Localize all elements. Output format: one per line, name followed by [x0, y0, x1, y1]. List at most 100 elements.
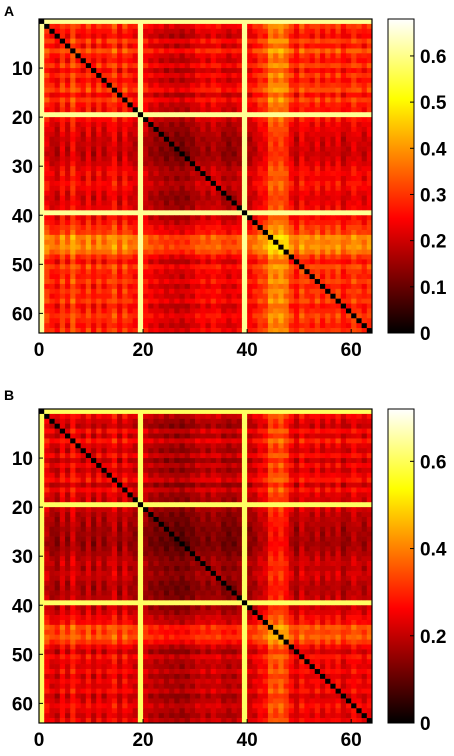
- heatmap-cell: [179, 23, 186, 30]
- heatmap-cell: [356, 423, 362, 429]
- heatmap-cell: [345, 462, 352, 469]
- heatmap-cell: [252, 185, 258, 192]
- heatmap-cell: [39, 239, 45, 246]
- heatmap-cell: [283, 200, 290, 206]
- heatmap-cell: [122, 53, 128, 59]
- heatmap-cell: [356, 239, 362, 246]
- heatmap-cell: [101, 269, 107, 275]
- heatmap-cell: [309, 161, 316, 167]
- heatmap-cell: [210, 443, 217, 449]
- heatmap-cell: [91, 185, 97, 192]
- heatmap-cell: [158, 448, 165, 454]
- heatmap-cell: [278, 298, 284, 304]
- heatmap-cell: [195, 259, 201, 265]
- heatmap-cell: [345, 77, 352, 84]
- heatmap-cell: [288, 293, 295, 300]
- heatmap-cell: [80, 274, 87, 280]
- heatmap-cell: [356, 180, 362, 187]
- heatmap-cell: [163, 215, 170, 221]
- heatmap-cell: [247, 269, 253, 275]
- heatmap-cell: [70, 156, 76, 162]
- heatmap-cell: [304, 328, 310, 334]
- heatmap-cell: [49, 53, 55, 59]
- heatmap-cell: [309, 200, 316, 206]
- heatmap-cell: [356, 220, 362, 226]
- heatmap-cell: [163, 318, 170, 324]
- heatmap-cell: [278, 234, 284, 241]
- heatmap-cell: [169, 249, 175, 255]
- heatmap-cell: [70, 239, 76, 246]
- heatmap-cell: [236, 259, 243, 265]
- heatmap-cell: [215, 288, 222, 295]
- heatmap-cell: [293, 141, 300, 147]
- heatmap-cell: [366, 195, 373, 201]
- heatmap-cell: [309, 195, 316, 201]
- heatmap-cell: [304, 19, 310, 25]
- heatmap-cell: [75, 215, 81, 221]
- heatmap-cell: [75, 72, 81, 79]
- heatmap-cell: [221, 229, 227, 236]
- heatmap-cell: [361, 63, 368, 69]
- heatmap-cell: [361, 166, 368, 172]
- heatmap-cell: [241, 63, 248, 69]
- heatmap-cell: [351, 87, 357, 93]
- heatmap-cell: [158, 97, 165, 103]
- heatmap-cell: [179, 122, 186, 128]
- heatmap-cell: [143, 112, 149, 118]
- heatmap-cell: [169, 205, 175, 211]
- heatmap-cell: [278, 293, 284, 300]
- heatmap-cell: [288, 171, 295, 177]
- heatmap-cell: [65, 249, 71, 255]
- heatmap-cell: [153, 156, 160, 162]
- heatmap-cell: [39, 283, 45, 290]
- heatmap-cell: [361, 288, 368, 295]
- heatmap-cell: [169, 122, 175, 128]
- heatmap-cell: [345, 87, 352, 93]
- heatmap-cell: [143, 107, 149, 113]
- heatmap-cell: [325, 467, 331, 474]
- heatmap-cell: [101, 313, 107, 319]
- heatmap-cell: [361, 313, 368, 319]
- heatmap-cell: [70, 102, 76, 108]
- heatmap-cell: [309, 423, 316, 429]
- heatmap-cell: [169, 234, 175, 241]
- heatmap-cell: [158, 92, 165, 98]
- heatmap-cell: [273, 438, 279, 444]
- heatmap-cell: [366, 303, 373, 309]
- heatmap-cell: [262, 428, 269, 434]
- heatmap-cell: [319, 107, 326, 113]
- heatmap-cell: [122, 249, 128, 255]
- heatmap-cell: [200, 220, 206, 226]
- heatmap-cell: [101, 107, 107, 113]
- heatmap-cell: [247, 229, 253, 236]
- heatmap-cell: [319, 200, 326, 206]
- heatmap-cell: [252, 423, 258, 429]
- heatmap-cell: [106, 185, 113, 192]
- heatmap-cell: [117, 215, 123, 221]
- heatmap-cell: [210, 102, 217, 108]
- heatmap-cell: [143, 141, 149, 147]
- heatmap-cell: [174, 279, 180, 285]
- heatmap-cell: [366, 141, 373, 147]
- heatmap-cell: [330, 161, 336, 167]
- heatmap-cell: [143, 48, 149, 54]
- heatmap-cell: [106, 254, 113, 260]
- heatmap-cell: [54, 131, 61, 138]
- heatmap-cell: [215, 328, 222, 334]
- heatmap-cell: [340, 293, 347, 300]
- heatmap-cell: [351, 77, 357, 84]
- heatmap-cell: [169, 323, 175, 329]
- heatmap-cell: [210, 318, 217, 324]
- heatmap-cell: [96, 102, 102, 108]
- heatmap-cell: [127, 308, 133, 314]
- heatmap-cell: [252, 448, 258, 454]
- heatmap-cell: [299, 423, 305, 429]
- heatmap-cell: [210, 68, 217, 74]
- heatmap-cell: [70, 249, 76, 255]
- heatmap-cell: [59, 38, 66, 44]
- heatmap-cell: [143, 279, 149, 285]
- heatmap-cell: [288, 97, 295, 103]
- heatmap-cell: [356, 308, 362, 314]
- heatmap-cell: [283, 229, 290, 236]
- heatmap-cell: [127, 43, 133, 49]
